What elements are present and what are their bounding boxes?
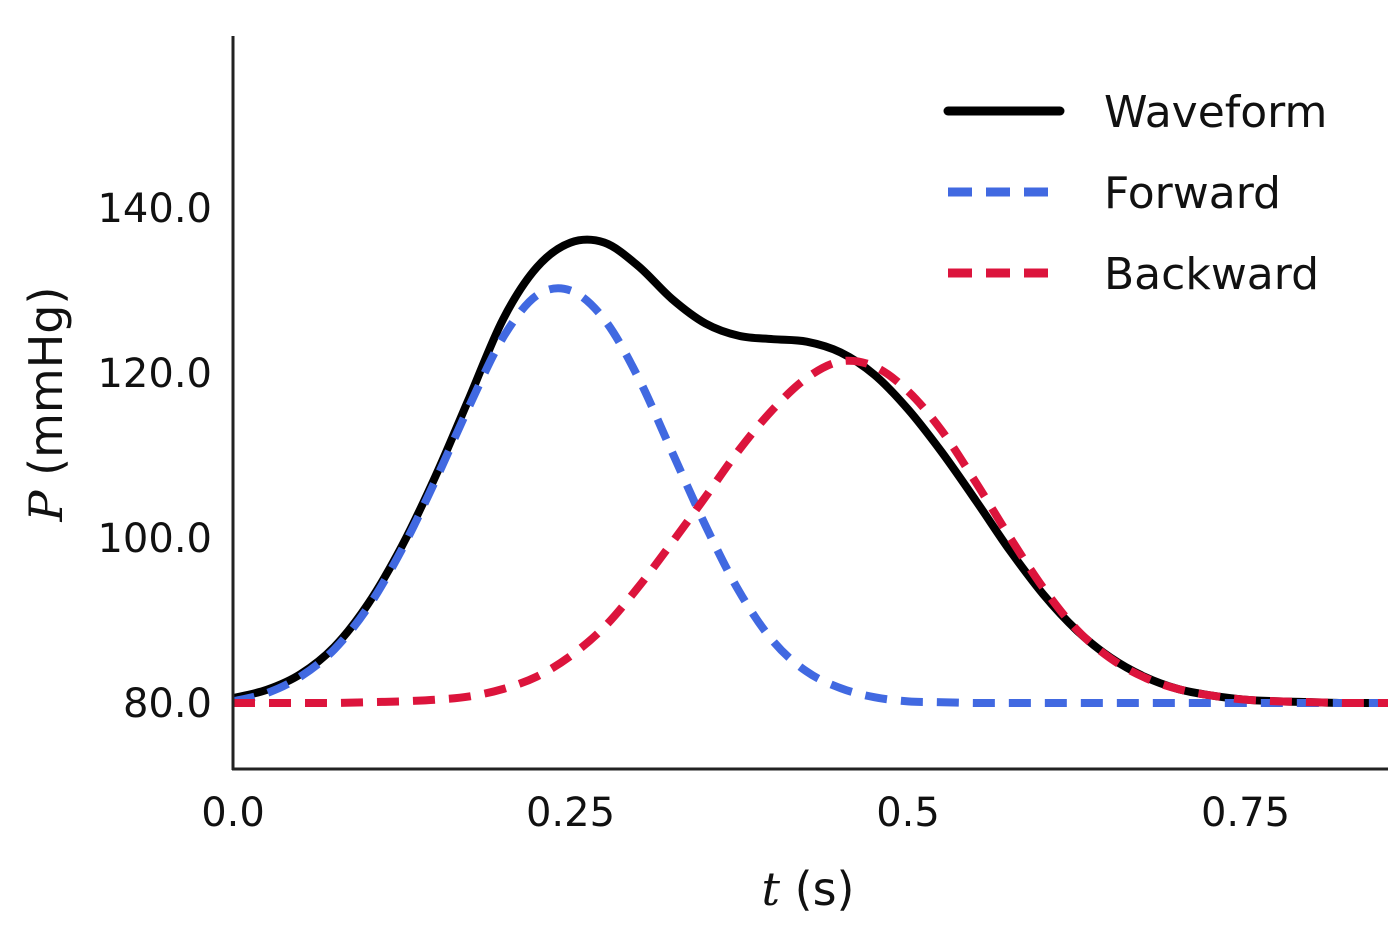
y-axis-unit: (mmHg) [19, 287, 73, 491]
y-tick-label-2: 120.0 [97, 351, 212, 397]
series-waveform-line [233, 235, 1388, 708]
x-axis-unit: (s) [780, 862, 854, 916]
x-tick-label-2: 0.5 [876, 790, 940, 836]
x-ticks: 0.0 0.25 0.5 0.75 [201, 790, 1290, 836]
y-tick-label-3: 140.0 [97, 186, 212, 232]
series-backward-line [233, 356, 1388, 708]
y-axis-label: P (mmHg) [19, 287, 73, 523]
x-tick-label-3: 0.75 [1201, 790, 1290, 836]
x-axis-symbol: t [762, 862, 781, 916]
legend-label-backward: Backward [1104, 249, 1319, 300]
y-axis-symbol: P [19, 489, 73, 522]
series-layer [233, 235, 1388, 708]
x-axis-label: t (s) [762, 862, 855, 916]
y-tick-label-1: 100.0 [97, 516, 212, 562]
legend-label-waveform: Waveform [1104, 87, 1327, 138]
x-tick-label-0: 0.0 [201, 790, 265, 836]
legend-label-forward: Forward [1104, 168, 1281, 219]
y-tick-label-0: 80.0 [123, 681, 212, 727]
series-forward-line [233, 284, 1388, 708]
legend: Waveform Forward Backward [943, 87, 1327, 300]
y-ticks: 80.0 100.0 120.0 140.0 [97, 186, 212, 727]
x-tick-label-1: 0.25 [526, 790, 615, 836]
